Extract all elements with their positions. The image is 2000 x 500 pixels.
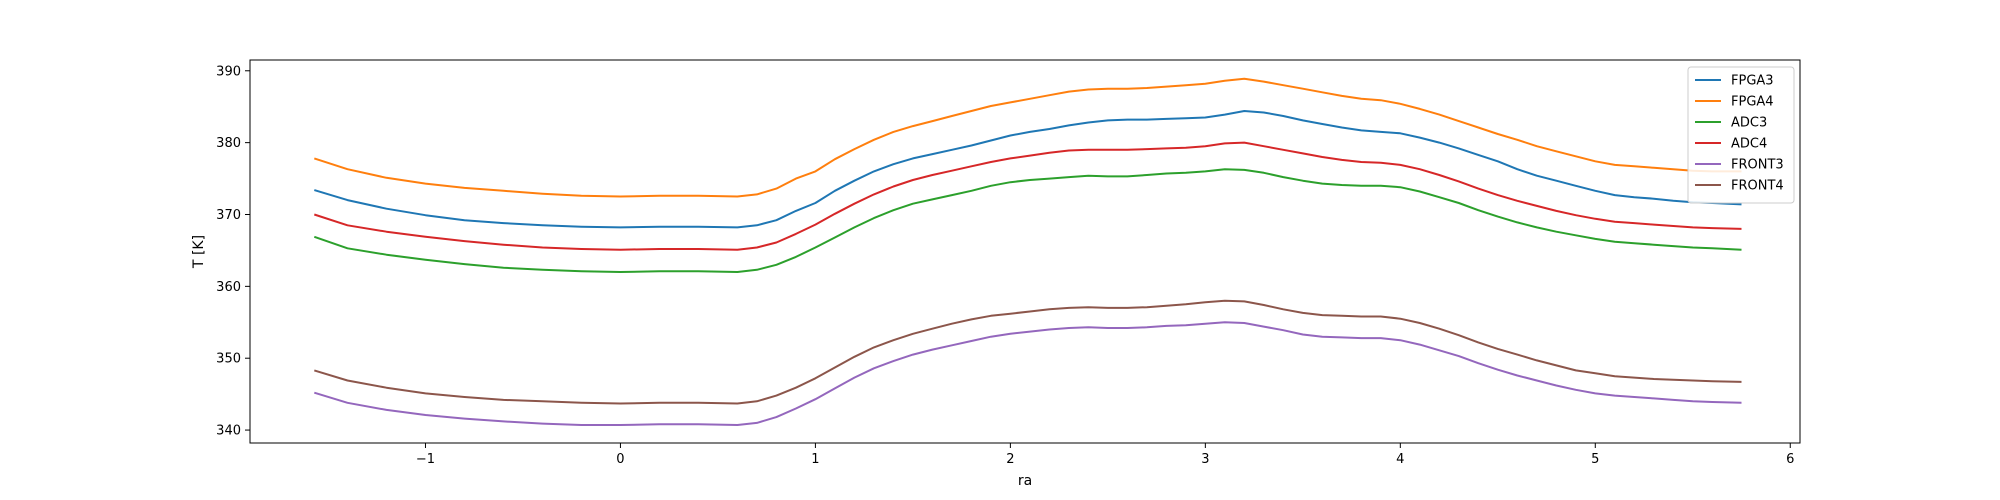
y-tick-label: 360 xyxy=(216,280,241,295)
series-lines xyxy=(313,77,1742,426)
legend-label-adc4: ADC4 xyxy=(1731,137,1767,152)
y-tick-label: 390 xyxy=(216,64,241,79)
legend-label-front3: FRONT3 xyxy=(1731,158,1784,173)
series-line-adc4 xyxy=(313,141,1742,251)
x-tick-label: 6 xyxy=(1786,452,1794,467)
y-tick-label: 380 xyxy=(216,136,241,151)
legend-label-fpga3: FPGA3 xyxy=(1731,74,1774,89)
x-axis-label: ra xyxy=(1018,473,1032,489)
x-tick-label: 1 xyxy=(811,452,819,467)
y-tick-label: 340 xyxy=(216,424,241,439)
legend-label-front4: FRONT4 xyxy=(1731,179,1784,194)
series-line-adc3 xyxy=(313,168,1742,273)
x-tick-label: −1 xyxy=(416,452,435,467)
x-tick-label: 0 xyxy=(616,452,624,467)
legend-label-adc3: ADC3 xyxy=(1731,116,1767,131)
series-line-fpga3 xyxy=(314,110,1742,229)
legend-label-fpga4: FPGA4 xyxy=(1731,95,1774,110)
x-tick-label: 4 xyxy=(1396,452,1404,467)
y-axis-label: T [K] xyxy=(191,235,207,269)
x-tick-label: 5 xyxy=(1591,452,1599,467)
y-tick-label: 350 xyxy=(216,352,241,367)
x-tick-label: 2 xyxy=(1006,452,1014,467)
x-axis-ticks: −1 0 1 2 3 4 5 6 xyxy=(416,443,1794,467)
series-line-fpga4 xyxy=(313,77,1742,198)
legend: FPGA3 FPGA4 ADC3 ADC4 FRONT3 FRONT4 xyxy=(1687,66,1795,204)
series-line-front4 xyxy=(314,299,1742,405)
y-tick-label: 370 xyxy=(216,208,241,223)
plot-frame xyxy=(249,59,1801,444)
x-tick-label: 3 xyxy=(1201,452,1209,467)
series-line-front3 xyxy=(314,321,1742,426)
y-axis-ticks: 340 350 360 370 380 390 xyxy=(216,64,250,439)
